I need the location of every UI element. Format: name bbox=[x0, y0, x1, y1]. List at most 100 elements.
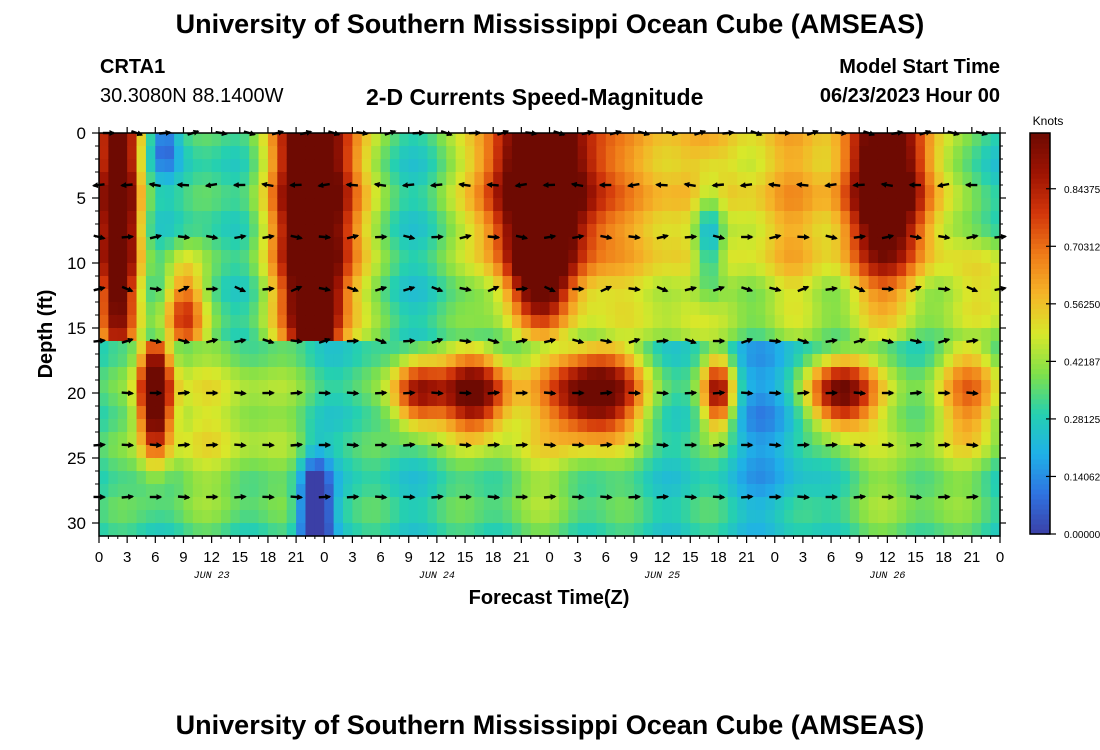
heatmap-cell bbox=[230, 159, 241, 173]
heatmap-cell bbox=[971, 523, 982, 537]
heatmap-cell bbox=[877, 198, 888, 212]
current-arrow bbox=[487, 441, 501, 448]
heatmap-cell bbox=[371, 471, 382, 485]
heatmap-cell bbox=[718, 263, 729, 277]
heatmap-cell bbox=[493, 302, 504, 316]
heatmap-cell bbox=[906, 328, 917, 342]
heatmap-cell bbox=[352, 406, 363, 420]
heatmap-cell bbox=[887, 237, 898, 251]
heatmap-cell bbox=[981, 133, 992, 147]
heatmap-cell bbox=[587, 198, 598, 212]
heatmap-cell bbox=[868, 341, 879, 355]
heatmap-cell bbox=[915, 367, 926, 381]
colorbar-tick-label: 0.14062 bbox=[1064, 472, 1100, 483]
current-arrow bbox=[487, 494, 501, 501]
heatmap-cell bbox=[371, 432, 382, 446]
heatmap-cell bbox=[840, 432, 851, 446]
heatmap-cell bbox=[305, 484, 316, 498]
heatmap-cell bbox=[380, 328, 391, 342]
heatmap-cell bbox=[221, 224, 231, 238]
heatmap-cell bbox=[333, 133, 344, 147]
heatmap-cell bbox=[465, 211, 476, 225]
heatmap-cell bbox=[455, 133, 466, 147]
heatmap-cell bbox=[511, 146, 522, 160]
heatmap-cell bbox=[493, 159, 504, 173]
heatmap-cell bbox=[727, 523, 738, 537]
heatmap-cell bbox=[343, 289, 354, 303]
heatmap-cell bbox=[343, 458, 354, 472]
heatmap-cell bbox=[239, 172, 250, 186]
heatmap-cell bbox=[164, 445, 175, 459]
heatmap-cell bbox=[831, 484, 842, 498]
heatmap-cell bbox=[164, 315, 175, 329]
heatmap-cell bbox=[145, 393, 156, 407]
heatmap-cell bbox=[221, 406, 231, 420]
heatmap-cell bbox=[906, 432, 917, 446]
heatmap-cell bbox=[267, 484, 278, 498]
heatmap-cell bbox=[577, 250, 588, 264]
heatmap-cell bbox=[389, 185, 400, 199]
heatmap-cell bbox=[765, 172, 776, 186]
heatmap-cell bbox=[765, 146, 776, 160]
heatmap-cell bbox=[680, 458, 691, 472]
heatmap-cell bbox=[511, 523, 522, 537]
heatmap-cell bbox=[868, 211, 879, 225]
heatmap-cell bbox=[671, 497, 682, 511]
heatmap-cell bbox=[953, 354, 964, 368]
heatmap-cell bbox=[821, 510, 832, 524]
heatmap-cell bbox=[352, 510, 363, 524]
heatmap-cell bbox=[953, 328, 964, 342]
heatmap-cell bbox=[709, 289, 720, 303]
heatmap-cell bbox=[699, 133, 710, 147]
heatmap-cell bbox=[849, 445, 860, 459]
heatmap-cell bbox=[361, 510, 372, 524]
heatmap-cell bbox=[605, 354, 616, 368]
heatmap-cell bbox=[483, 328, 494, 342]
heatmap-cell bbox=[164, 263, 175, 277]
heatmap-cell bbox=[164, 224, 175, 238]
heatmap-cell bbox=[558, 432, 569, 446]
heatmap-cell bbox=[108, 419, 119, 433]
heatmap-cell bbox=[934, 484, 945, 498]
heatmap-cell bbox=[540, 328, 551, 342]
heatmap-cell bbox=[455, 250, 466, 264]
heatmap-cell bbox=[765, 471, 776, 485]
heatmap-cell bbox=[465, 497, 476, 511]
heatmap-cell bbox=[605, 523, 616, 537]
heatmap-cell bbox=[530, 497, 541, 511]
heatmap-cell bbox=[633, 263, 644, 277]
heatmap-cell bbox=[164, 289, 175, 303]
heatmap-cell bbox=[446, 302, 457, 316]
heatmap-cell bbox=[267, 328, 278, 342]
heatmap-cell bbox=[812, 354, 823, 368]
heatmap-cell bbox=[906, 198, 917, 212]
heatmap-cell bbox=[690, 432, 701, 446]
heatmap-cell bbox=[671, 198, 682, 212]
heatmap-cell bbox=[465, 289, 476, 303]
current-arrow bbox=[712, 441, 726, 448]
heatmap-cell bbox=[202, 315, 213, 329]
current-arrow bbox=[966, 390, 979, 397]
current-arrow bbox=[515, 285, 529, 292]
heatmap-cell bbox=[493, 328, 504, 342]
colorbar-tick-label: 0.42187 bbox=[1064, 357, 1100, 368]
heatmap-cell bbox=[249, 250, 260, 264]
heatmap-cell bbox=[784, 211, 795, 225]
heatmap-cell bbox=[849, 159, 860, 173]
heatmap-cell bbox=[671, 276, 682, 290]
heatmap-cell bbox=[380, 458, 391, 472]
heatmap-cell bbox=[793, 198, 804, 212]
heatmap-cell bbox=[802, 315, 813, 329]
heatmap-cell bbox=[662, 302, 673, 316]
heatmap-cell bbox=[277, 328, 288, 342]
heatmap-cell bbox=[746, 497, 757, 511]
heatmap-cell bbox=[446, 185, 457, 199]
heatmap-cell bbox=[155, 211, 166, 225]
heatmap-cell bbox=[436, 172, 447, 186]
heatmap-cell bbox=[493, 185, 504, 199]
heatmap-cell bbox=[183, 146, 194, 160]
heatmap-cell bbox=[399, 250, 410, 264]
heatmap-cell bbox=[389, 146, 400, 160]
heatmap-cell bbox=[924, 302, 935, 316]
heatmap-cell bbox=[887, 198, 898, 212]
